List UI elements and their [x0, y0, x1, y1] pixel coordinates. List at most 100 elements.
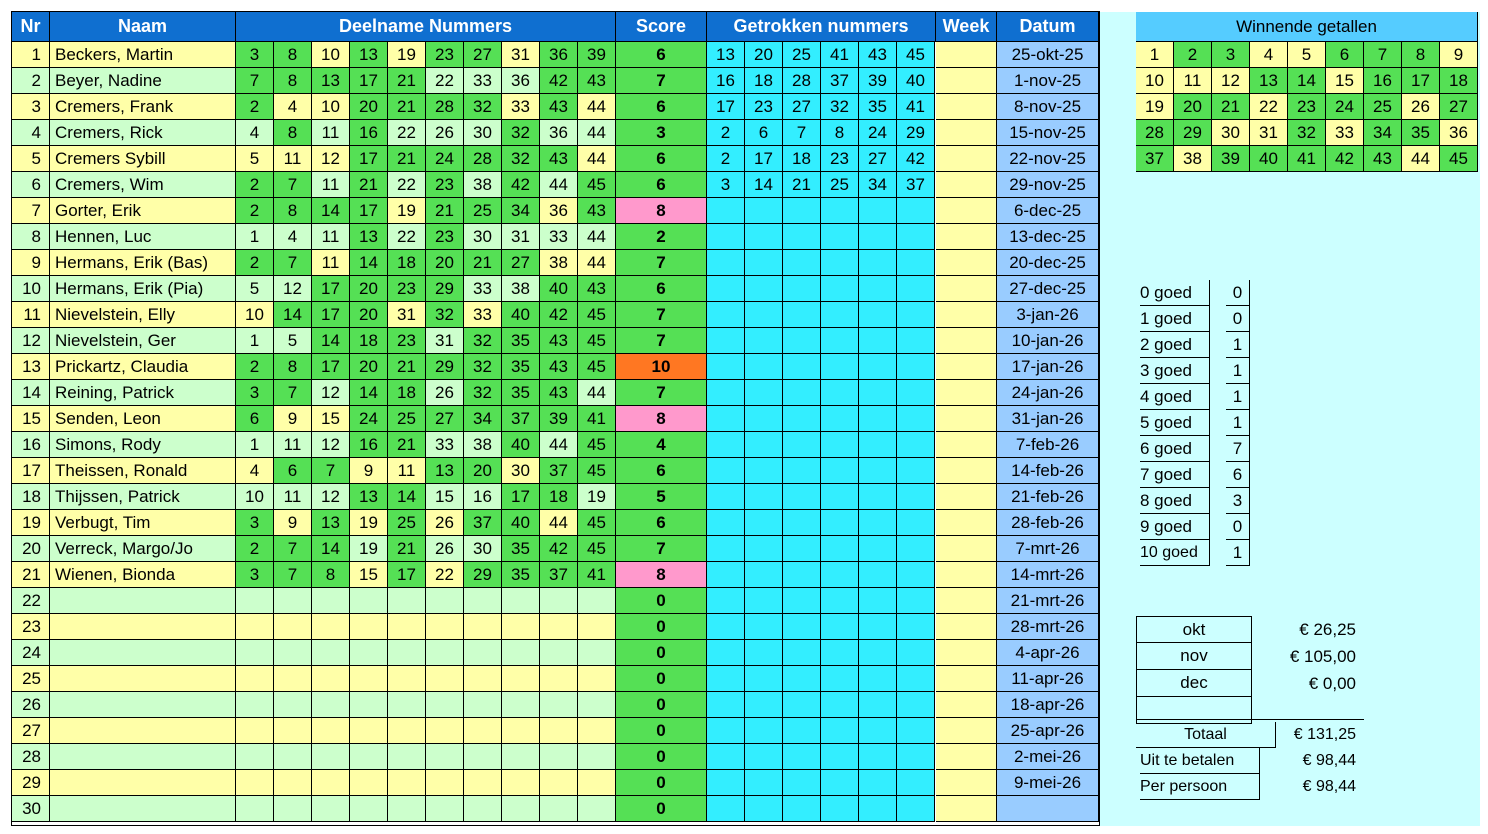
- number-cell[interactable]: 2: [236, 172, 274, 198]
- drawn-number-cell[interactable]: [821, 224, 859, 250]
- number-cell[interactable]: [312, 770, 350, 796]
- number-cell[interactable]: 45: [578, 172, 616, 198]
- number-cell[interactable]: 43: [540, 354, 578, 380]
- number-cell[interactable]: 11: [274, 484, 312, 510]
- number-cell[interactable]: 12: [274, 276, 312, 302]
- number-cell[interactable]: 21: [388, 68, 426, 94]
- number-cell[interactable]: [312, 588, 350, 614]
- drawn-number-cell[interactable]: [859, 588, 897, 614]
- number-cell[interactable]: 11: [312, 120, 350, 146]
- drawn-number-cell[interactable]: 8: [821, 120, 859, 146]
- drawn-number-cell[interactable]: [783, 562, 821, 588]
- number-cell[interactable]: [540, 744, 578, 770]
- number-cell[interactable]: [236, 588, 274, 614]
- number-cell[interactable]: 44: [578, 224, 616, 250]
- drawn-number-cell[interactable]: [821, 302, 859, 328]
- number-cell[interactable]: [540, 614, 578, 640]
- score-cell[interactable]: 0: [616, 718, 707, 744]
- drawn-number-cell[interactable]: [783, 354, 821, 380]
- date-cell[interactable]: 2-mei-26: [997, 744, 1099, 770]
- number-cell[interactable]: 11: [388, 458, 426, 484]
- number-cell[interactable]: [312, 640, 350, 666]
- week-cell[interactable]: [936, 796, 997, 822]
- number-cell[interactable]: 45: [578, 432, 616, 458]
- number-cell[interactable]: [236, 744, 274, 770]
- week-cell[interactable]: [936, 198, 997, 224]
- drawn-number-cell[interactable]: [821, 432, 859, 458]
- drawn-number-cell[interactable]: [859, 640, 897, 666]
- number-cell[interactable]: 8: [312, 562, 350, 588]
- number-cell[interactable]: 44: [578, 120, 616, 146]
- number-cell[interactable]: 26: [426, 536, 464, 562]
- winning-number-cell[interactable]: 17: [1402, 68, 1440, 94]
- number-cell[interactable]: 11: [312, 250, 350, 276]
- week-cell[interactable]: [936, 666, 997, 692]
- row-nr[interactable]: 12: [12, 328, 50, 354]
- number-cell[interactable]: 19: [578, 484, 616, 510]
- number-cell[interactable]: 45: [578, 302, 616, 328]
- drawn-number-cell[interactable]: [821, 458, 859, 484]
- number-cell[interactable]: 31: [502, 224, 540, 250]
- number-cell[interactable]: 42: [502, 172, 540, 198]
- number-cell[interactable]: 4: [274, 224, 312, 250]
- number-cell[interactable]: 45: [578, 458, 616, 484]
- number-cell[interactable]: 15: [350, 562, 388, 588]
- date-cell[interactable]: 15-nov-25: [997, 120, 1099, 146]
- week-cell[interactable]: [936, 380, 997, 406]
- drawn-number-cell[interactable]: 45: [897, 42, 935, 68]
- drawn-number-cell[interactable]: [859, 406, 897, 432]
- drawn-number-cell[interactable]: [707, 354, 745, 380]
- drawn-number-cell[interactable]: [897, 718, 935, 744]
- number-cell[interactable]: 11: [312, 224, 350, 250]
- date-cell[interactable]: 8-nov-25: [997, 94, 1099, 120]
- drawn-number-cell[interactable]: [707, 640, 745, 666]
- winning-number-cell[interactable]: 13: [1250, 68, 1288, 94]
- number-cell[interactable]: 29: [464, 562, 502, 588]
- winning-number-cell[interactable]: 26: [1402, 94, 1440, 120]
- row-name[interactable]: Reining, Patrick: [50, 380, 236, 406]
- drawn-number-cell[interactable]: [859, 718, 897, 744]
- row-name[interactable]: Theissen, Ronald: [50, 458, 236, 484]
- winning-number-cell[interactable]: 8: [1402, 42, 1440, 68]
- drawn-number-cell[interactable]: [783, 380, 821, 406]
- number-cell[interactable]: 36: [502, 68, 540, 94]
- number-cell[interactable]: 21: [426, 198, 464, 224]
- winning-number-cell[interactable]: 11: [1174, 68, 1212, 94]
- number-cell[interactable]: 44: [540, 172, 578, 198]
- drawn-number-cell[interactable]: 25: [821, 172, 859, 198]
- drawn-number-cell[interactable]: [707, 588, 745, 614]
- winning-number-cell[interactable]: 27: [1440, 94, 1478, 120]
- number-cell[interactable]: [578, 796, 616, 822]
- number-cell[interactable]: 24: [426, 146, 464, 172]
- number-cell[interactable]: 20: [464, 458, 502, 484]
- number-cell[interactable]: 19: [388, 42, 426, 68]
- number-cell[interactable]: 22: [388, 120, 426, 146]
- drawn-number-cell[interactable]: [707, 198, 745, 224]
- number-cell[interactable]: [236, 718, 274, 744]
- number-cell[interactable]: 33: [464, 276, 502, 302]
- number-cell[interactable]: 37: [464, 510, 502, 536]
- number-cell[interactable]: [426, 744, 464, 770]
- number-cell[interactable]: 14: [274, 302, 312, 328]
- drawn-number-cell[interactable]: [783, 718, 821, 744]
- number-cell[interactable]: 31: [388, 302, 426, 328]
- number-cell[interactable]: 23: [426, 224, 464, 250]
- number-cell[interactable]: [274, 770, 312, 796]
- winning-number-cell[interactable]: 7: [1364, 42, 1402, 68]
- number-cell[interactable]: 4: [236, 458, 274, 484]
- drawn-number-cell[interactable]: [783, 536, 821, 562]
- number-cell[interactable]: 32: [426, 302, 464, 328]
- number-cell[interactable]: [540, 666, 578, 692]
- number-cell[interactable]: 1: [236, 328, 274, 354]
- drawn-number-cell[interactable]: [783, 458, 821, 484]
- drawn-number-cell[interactable]: [745, 796, 783, 822]
- drawn-number-cell[interactable]: [821, 640, 859, 666]
- winning-number-cell[interactable]: 5: [1288, 42, 1326, 68]
- number-cell[interactable]: [578, 614, 616, 640]
- drawn-number-cell[interactable]: [821, 250, 859, 276]
- drawn-number-cell[interactable]: [821, 380, 859, 406]
- number-cell[interactable]: 43: [578, 276, 616, 302]
- week-cell[interactable]: [936, 250, 997, 276]
- number-cell[interactable]: [426, 692, 464, 718]
- number-cell[interactable]: 36: [540, 42, 578, 68]
